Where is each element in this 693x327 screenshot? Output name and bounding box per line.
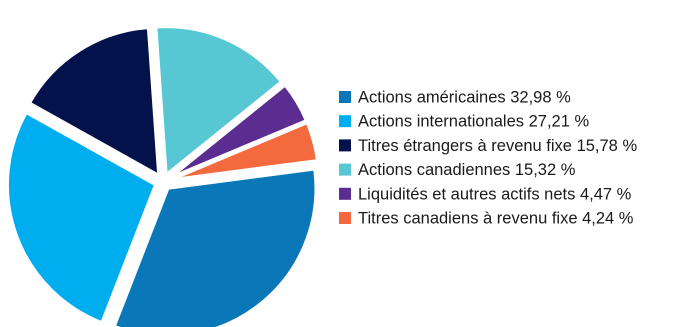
- legend-label-6: Titres canadiens à revenu fixe 4,24 %: [358, 210, 634, 228]
- legend-label-4: Actions canadiennes 15,32 %: [358, 161, 576, 179]
- legend-swatch-2: [339, 115, 351, 128]
- pie-slices: [6, 25, 320, 327]
- legend-label-2: Actions internationales 27,21 %: [358, 113, 589, 131]
- legend-swatch-5: [339, 187, 351, 200]
- pie-slice-3: [27, 26, 161, 178]
- legend-label-5: Liquidités et autres actifs nets 4,47 %: [358, 185, 632, 203]
- pie-slice-1: [112, 167, 318, 327]
- legend-swatch-6: [339, 212, 351, 224]
- pie-slice-4: [154, 25, 284, 178]
- pie-slice-2: [6, 110, 158, 325]
- legend-swatch-1: [339, 91, 351, 103]
- chart-legend: Actions américaines 32,98 % Actions inter…: [339, 89, 637, 228]
- pie-slice-6: [170, 120, 320, 182]
- pie-slice-5: [168, 82, 309, 180]
- legend-label-1: Actions américaines 32,98 %: [358, 89, 571, 107]
- legend-swatch-4: [339, 163, 351, 176]
- legend-swatch-3: [339, 139, 351, 152]
- legend-label-3: Titres étrangers à revenu fixe 15,78 %: [358, 137, 637, 155]
